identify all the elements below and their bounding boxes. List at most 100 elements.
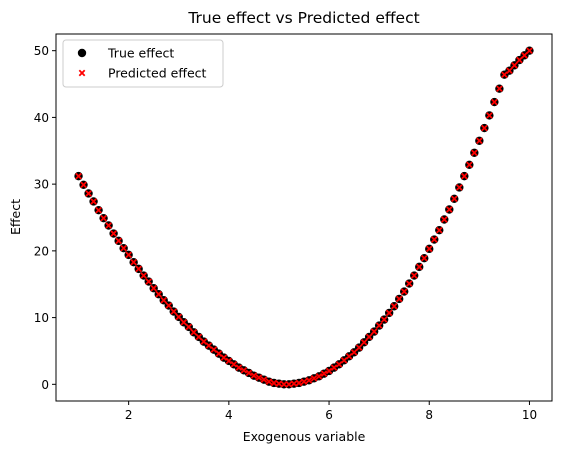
predicted-effect-point (310, 374, 318, 382)
legend-marker-true-effect (77, 48, 87, 58)
predicted-effect-point (440, 216, 448, 223)
predicted-effect-point (491, 98, 498, 106)
predicted-effect-point (95, 206, 102, 214)
predicted-effect-point (355, 344, 363, 351)
predicted-effect-point (516, 56, 523, 64)
y-tick-label: 20 (34, 244, 49, 258)
predicted-effect-point (300, 378, 308, 385)
predicted-effect-point (350, 348, 358, 356)
predicted-effect-point (320, 370, 328, 377)
predicted-effect-point (476, 137, 483, 145)
predicted-effect-point (250, 372, 258, 379)
predicted-effect-point (420, 254, 428, 262)
predicted-effect-point (185, 323, 193, 331)
predicted-effect-point (120, 244, 127, 252)
predicted-effect-point (155, 290, 163, 298)
predicted-effect-point (80, 181, 87, 189)
predicted-effect-point (235, 364, 243, 371)
data-points (74, 46, 534, 389)
predicted-effect-point (205, 342, 213, 349)
legend-label-true-effect: True effect (107, 46, 174, 61)
predicted-effect-point (115, 237, 122, 245)
predicted-effect-point (460, 172, 468, 180)
predicted-effect-point (255, 374, 263, 381)
legend-label-predicted-effect: Predicted effect (108, 66, 207, 81)
x-tick-label: 4 (225, 408, 233, 422)
predicted-effect-point (526, 47, 533, 55)
predicted-effect-point (280, 380, 288, 388)
predicted-effect-point (225, 357, 233, 365)
predicted-effect-point (511, 62, 518, 69)
predicted-effect-point (450, 195, 458, 203)
predicted-effect-point (170, 308, 178, 315)
x-tick-label: 2 (125, 408, 133, 422)
predicted-effect-point (380, 316, 388, 323)
predicted-effect-point (506, 67, 513, 75)
y-tick-label: 0 (41, 378, 49, 392)
predicted-effect-point (75, 172, 82, 180)
predicted-effect-point (90, 198, 97, 205)
predicted-effect-point (230, 360, 238, 368)
predicted-effect-point (145, 278, 153, 285)
predicted-effect-point (325, 367, 333, 375)
y-tick-label: 40 (34, 111, 49, 125)
predicted-effect-point (260, 376, 268, 383)
y-axis-label: Effect (8, 199, 23, 235)
legend-marker-predicted-effect (78, 69, 86, 77)
predicted-effect-point (265, 378, 273, 385)
predicted-effect-point (135, 265, 143, 273)
predicted-effect-point (210, 346, 218, 353)
predicted-effect-point (215, 350, 223, 357)
predicted-effect-point (375, 322, 383, 329)
predicted-effect-point (405, 280, 413, 287)
predicted-effect-point (345, 352, 353, 360)
predicted-effect-point (496, 85, 503, 93)
predicted-effect-point (125, 251, 132, 259)
chart-title: True effect vs Predicted effect (187, 9, 419, 27)
predicted-effect-point (285, 380, 293, 388)
predicted-effect-point (415, 263, 423, 271)
legend: True effect Predicted effect (62, 39, 224, 88)
predicted-effect-point (486, 112, 493, 119)
predicted-effect-point (365, 333, 373, 341)
predicted-effect-point (175, 313, 183, 321)
predicted-effect-point (195, 333, 203, 341)
predicted-effect-point (200, 338, 208, 345)
predicted-effect-point (521, 52, 528, 59)
predicted-effect-point (315, 372, 323, 380)
predicted-effect-point (150, 284, 158, 292)
predicted-effect-point (330, 364, 338, 371)
x-tick-label: 6 (325, 408, 333, 422)
predicted-effect-point (395, 295, 403, 303)
predicted-effect-point (290, 380, 298, 387)
predicted-effect-point (130, 258, 137, 266)
predicted-effect-point (335, 360, 343, 368)
predicted-effect-point (390, 302, 398, 310)
predicted-effect-point (240, 366, 248, 374)
predicted-effect-point (445, 206, 453, 213)
x-tick-label: 8 (425, 408, 433, 422)
predicted-effect-point (105, 222, 112, 229)
axes: 2 4 6 8 10 0 10 20 30 40 50 (34, 44, 537, 422)
predicted-effect-point (340, 356, 348, 364)
y-tick-label: 50 (34, 44, 49, 58)
predicted-effect-point (160, 296, 168, 304)
predicted-effect-point (305, 376, 313, 384)
predicted-effect-point (465, 161, 473, 169)
predicted-effect-point (385, 309, 393, 317)
predicted-effect-point (360, 338, 368, 346)
x-axis-label: Exogenous variable (243, 429, 366, 444)
predicted-effect-point (455, 184, 463, 191)
predicted-effect-point (370, 328, 378, 335)
predicted-effect-point (430, 236, 438, 243)
predicted-effect-point (165, 302, 173, 309)
predicted-effect-point (100, 214, 107, 222)
predicted-effect-point (110, 230, 117, 237)
predicted-effect-point (275, 380, 283, 387)
predicted-effect-point (471, 149, 478, 157)
predicted-effect-point (270, 379, 278, 387)
plot-area (56, 34, 552, 401)
x-tick-label: 10 (522, 408, 537, 422)
predicted-effect-point (435, 226, 443, 234)
